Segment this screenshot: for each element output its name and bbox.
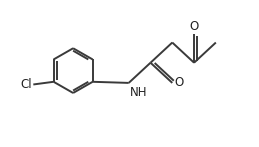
Text: O: O bbox=[174, 76, 184, 89]
Text: Cl: Cl bbox=[21, 78, 32, 91]
Text: NH: NH bbox=[130, 86, 148, 98]
Text: O: O bbox=[189, 20, 199, 33]
